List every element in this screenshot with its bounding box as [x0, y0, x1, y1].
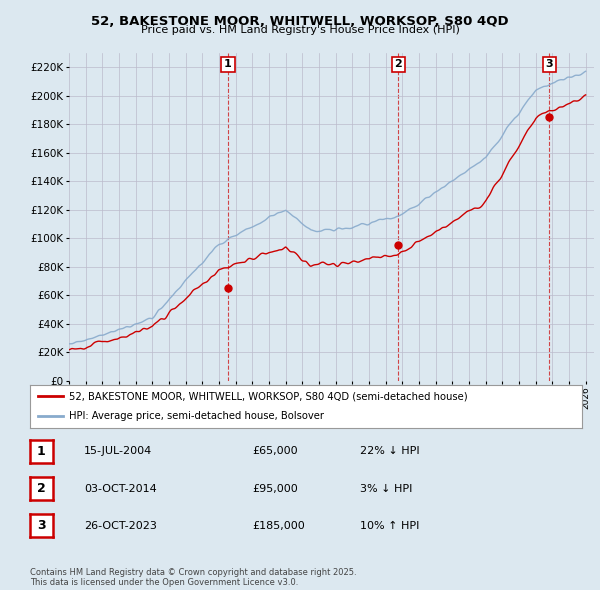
Text: £185,000: £185,000	[252, 521, 305, 530]
Text: 3% ↓ HPI: 3% ↓ HPI	[360, 484, 412, 493]
Text: 3: 3	[545, 60, 553, 70]
Text: HPI: Average price, semi-detached house, Bolsover: HPI: Average price, semi-detached house,…	[68, 411, 323, 421]
Text: 10% ↑ HPI: 10% ↑ HPI	[360, 521, 419, 530]
Text: 3: 3	[37, 519, 46, 532]
Text: 15-JUL-2004: 15-JUL-2004	[84, 447, 152, 456]
Text: Price paid vs. HM Land Registry's House Price Index (HPI): Price paid vs. HM Land Registry's House …	[140, 25, 460, 35]
Text: 1: 1	[37, 445, 46, 458]
Text: 52, BAKESTONE MOOR, WHITWELL, WORKSOP, S80 4QD: 52, BAKESTONE MOOR, WHITWELL, WORKSOP, S…	[91, 15, 509, 28]
Text: 03-OCT-2014: 03-OCT-2014	[84, 484, 157, 493]
Text: 1: 1	[224, 60, 232, 70]
Text: £95,000: £95,000	[252, 484, 298, 493]
Text: 26-OCT-2023: 26-OCT-2023	[84, 521, 157, 530]
Text: 2: 2	[37, 482, 46, 495]
Text: 22% ↓ HPI: 22% ↓ HPI	[360, 447, 419, 456]
Text: 52, BAKESTONE MOOR, WHITWELL, WORKSOP, S80 4QD (semi-detached house): 52, BAKESTONE MOOR, WHITWELL, WORKSOP, S…	[68, 391, 467, 401]
Text: £65,000: £65,000	[252, 447, 298, 456]
Text: Contains HM Land Registry data © Crown copyright and database right 2025.
This d: Contains HM Land Registry data © Crown c…	[30, 568, 356, 587]
Text: 2: 2	[394, 60, 402, 70]
